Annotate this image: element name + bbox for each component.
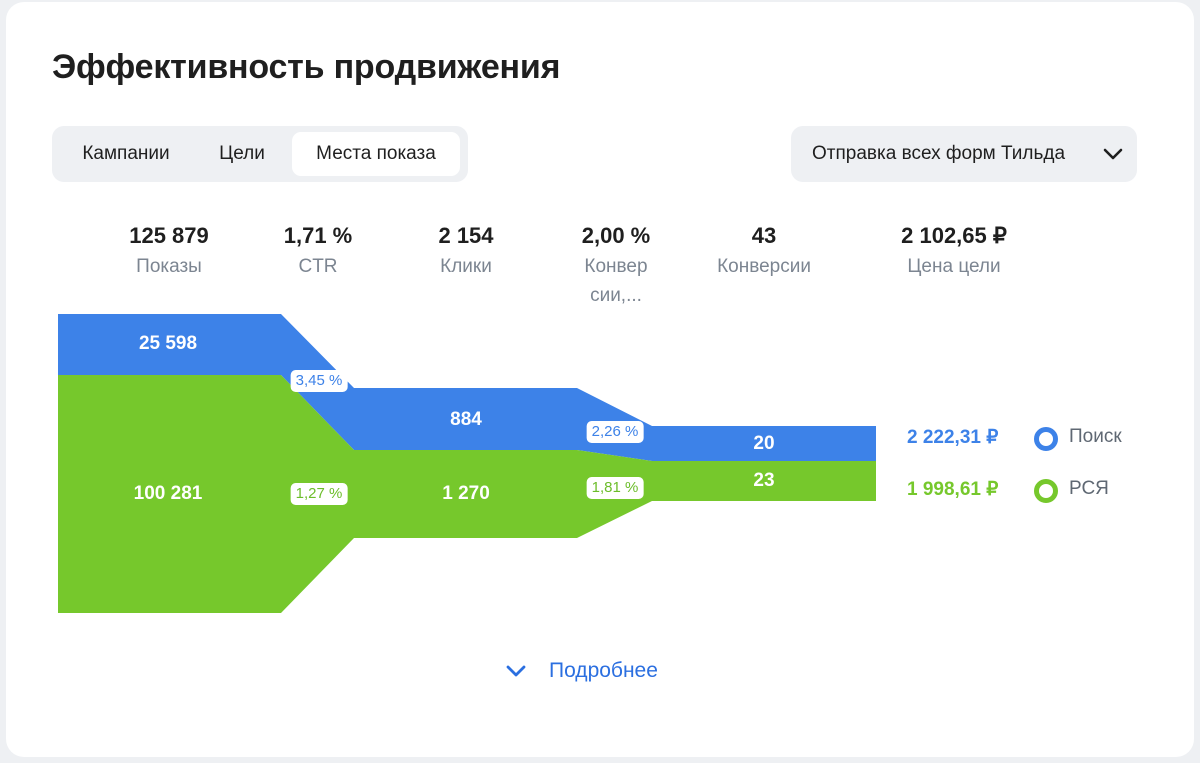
metric-label: CTR <box>298 256 338 277</box>
metric-label: Показы <box>136 256 202 277</box>
tab-placements[interactable]: Места показа <box>292 132 460 176</box>
page-title: Эффективность продвижения <box>52 48 561 86</box>
funnel-search-impressions-label: 25 598 <box>138 333 198 354</box>
metric-label: Клики <box>440 256 492 277</box>
metric-label: Цена цели <box>907 256 1001 277</box>
funnel-rsya-area <box>58 375 876 613</box>
rsya-conversion-rate-badge: 1,81 % <box>586 477 644 499</box>
metric-value: 125 879 <box>129 223 209 248</box>
legend-search-label: Поиск <box>1069 426 1122 447</box>
metric-impressions: 125 879 Показы <box>109 222 229 281</box>
metric-value: 1,71 % <box>283 223 353 248</box>
legend-search-marker <box>1034 427 1058 451</box>
metric-conversions: 43 Конверсии <box>699 222 829 281</box>
goal-select-value: Отправка всех форм Тильда <box>812 143 1066 164</box>
metric-ctr: 1,71 % CTR <box>268 222 368 281</box>
metric-label: Конверсии <box>717 256 811 277</box>
rsya-ctr-badge: 1,27 % <box>290 483 348 505</box>
funnel-rsya-conversions-label: 23 <box>753 470 775 491</box>
funnel-search-conversions-label: 20 <box>753 433 775 454</box>
tab-goals[interactable]: Цели <box>219 143 265 164</box>
funnel-rsya-impressions-label: 100 281 <box>133 483 203 504</box>
chevron-down-icon <box>1103 148 1123 160</box>
more-details-label: Подробнее <box>549 659 658 682</box>
metric-value: 43 <box>751 223 777 248</box>
funnel-rsya-clicks-label: 1 270 <box>442 483 490 504</box>
search-ctr-badge: 3,45 % <box>290 370 348 392</box>
goal-select[interactable]: Отправка всех форм Тильда <box>791 126 1137 182</box>
funnel-search-area <box>58 314 876 461</box>
tabs-segmented-control: Кампании Цели Места показа <box>52 126 468 182</box>
metric-clicks: 2 154 Клики <box>416 222 516 281</box>
metric-value: 2 154 <box>438 223 494 248</box>
chevron-down-icon <box>506 665 526 677</box>
legend-rsya-marker <box>1034 479 1058 503</box>
search-goal-price: 2 222,31 ₽ <box>907 427 999 448</box>
metric-goal-price: 2 102,65 ₽ Цена цели <box>884 222 1024 281</box>
metric-value: 2 102,65 ₽ <box>901 223 1007 248</box>
metric-conversion-rate: 2,00 % Конвер сии,... <box>571 222 661 310</box>
rsya-goal-price: 1 998,61 ₽ <box>907 479 999 500</box>
search-conversion-rate-badge: 2,26 % <box>586 421 644 443</box>
tab-campaigns[interactable]: Кампании <box>82 143 170 164</box>
metric-value: 2,00 % <box>581 223 651 248</box>
metric-label: Конвер сии,... <box>584 256 648 306</box>
funnel-search-clicks-label: 884 <box>450 409 482 430</box>
legend-rsya-label: РСЯ <box>1069 478 1109 499</box>
